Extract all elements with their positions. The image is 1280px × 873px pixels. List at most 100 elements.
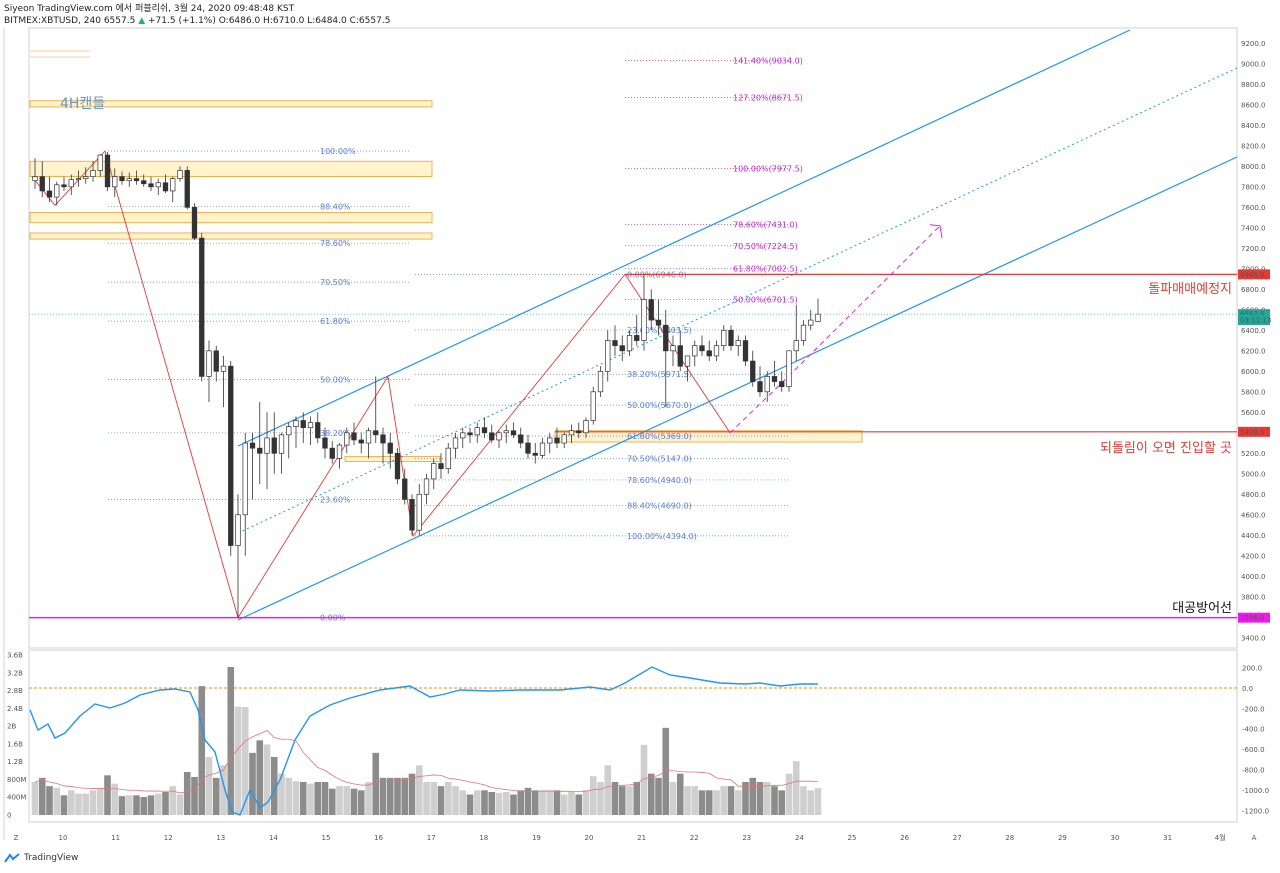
x-tick-label: 26 — [900, 834, 909, 842]
volume-bar — [133, 795, 140, 815]
candle — [771, 361, 778, 387]
volume-bar — [640, 744, 648, 815]
candle — [177, 166, 183, 182]
candle — [670, 335, 676, 367]
price-tick-label: 6000.0 — [1241, 368, 1266, 376]
candle — [39, 161, 45, 198]
candle-body — [104, 154, 111, 188]
volume-bar — [118, 796, 126, 815]
x-tick-label: 23 — [742, 834, 751, 842]
candle — [619, 335, 625, 362]
candle — [706, 340, 712, 362]
volume-bar — [278, 773, 285, 815]
price-tick-label: 7800.0 — [1241, 183, 1266, 191]
volume-bar — [191, 777, 198, 815]
price-tick-label: 5200.0 — [1241, 450, 1266, 458]
footer-brand[interactable]: TradingView — [24, 853, 79, 863]
price-label: 5409.5 — [1238, 426, 1270, 437]
candle-body — [590, 391, 596, 421]
volume-bar — [771, 786, 778, 815]
candle — [126, 172, 132, 187]
candle-body — [177, 170, 183, 179]
volume-bar — [553, 790, 561, 815]
candle — [104, 152, 111, 191]
candle-body — [547, 437, 553, 444]
candle — [409, 494, 415, 536]
volume-bar — [314, 782, 322, 815]
price-tick-label: 5800.0 — [1241, 388, 1266, 396]
price-label-bg — [1238, 315, 1270, 326]
volume-bar — [647, 773, 655, 815]
candle-body — [97, 154, 103, 171]
candle — [532, 443, 538, 464]
candle-body — [206, 350, 212, 377]
volume-bar — [162, 792, 169, 815]
x-tick-label: 19 — [532, 834, 541, 842]
candle-body — [757, 381, 763, 393]
price-chart[interactable]: 9200.0 9000.0 8800.0 8600.0 8400.0 8200.0 8000… — [0, 0, 1280, 850]
volume-bar — [452, 786, 459, 815]
candle — [539, 437, 546, 459]
annotation-entry: 되돌림이 오면 진입할 곳 — [1100, 441, 1232, 456]
candle-body — [800, 324, 807, 341]
candle — [583, 417, 589, 438]
candle-body — [489, 432, 495, 441]
x-tick-label: 27 — [953, 834, 962, 842]
candle — [757, 366, 763, 397]
zone-box — [29, 160, 433, 177]
candle-body — [39, 176, 45, 192]
candle-body — [634, 335, 640, 341]
oscillator-tick-label: -1200.0 — [1242, 807, 1269, 815]
candle-body — [90, 170, 96, 177]
price-pane — [28, 27, 1238, 649]
volume-bar — [67, 790, 75, 815]
candle-body — [779, 381, 785, 388]
fib-level-label: 50.00%(5670.0) — [627, 401, 692, 410]
x-tick-label: 12 — [164, 834, 173, 842]
candle — [793, 304, 799, 362]
candle — [590, 386, 596, 425]
volume-bar — [234, 706, 242, 815]
oscillator-tick-label: -1000.0 — [1242, 787, 1269, 795]
candle-body — [409, 499, 415, 531]
volume-bar — [430, 782, 438, 815]
candle-body — [496, 432, 502, 441]
candle — [481, 417, 488, 438]
candle-body — [293, 420, 299, 427]
volume-bar — [466, 794, 474, 815]
volume-bar — [727, 786, 735, 815]
price-tick-label: 4600.0 — [1241, 511, 1266, 519]
annotation-4h: 4H캔들 — [60, 96, 105, 112]
fib-level-label: 100.00%(4394.0) — [627, 532, 697, 541]
candle — [112, 168, 118, 198]
volume-bar — [684, 786, 691, 815]
projection-arrow — [929, 224, 943, 239]
candle-body — [445, 447, 451, 470]
candle — [90, 161, 96, 182]
volume-bar — [807, 790, 815, 815]
x-tick-label: 24 — [795, 834, 804, 842]
candle-body — [220, 365, 227, 372]
candle-body — [539, 442, 546, 456]
volume-bar — [249, 752, 256, 815]
zone-box — [29, 232, 433, 240]
volume-bar — [307, 783, 314, 815]
candle-body — [815, 313, 821, 322]
candle — [525, 434, 531, 459]
candle-body — [503, 430, 509, 434]
candle-body — [68, 179, 74, 188]
volume-bar — [481, 790, 488, 815]
price-tick-label: 5600.0 — [1241, 409, 1266, 417]
candle-body — [184, 170, 190, 208]
zone-box — [29, 100, 433, 108]
volume-tick-label: 1.6B — [7, 740, 23, 748]
candle-body — [351, 432, 357, 441]
candle-body — [641, 299, 647, 341]
candle-body — [684, 355, 691, 367]
candle-body — [626, 335, 633, 352]
price-tick-label: 8800.0 — [1241, 81, 1266, 89]
price-tick-label: 8600.0 — [1241, 101, 1266, 109]
candle-body — [402, 478, 408, 500]
candle — [452, 432, 459, 459]
candle — [220, 355, 227, 408]
